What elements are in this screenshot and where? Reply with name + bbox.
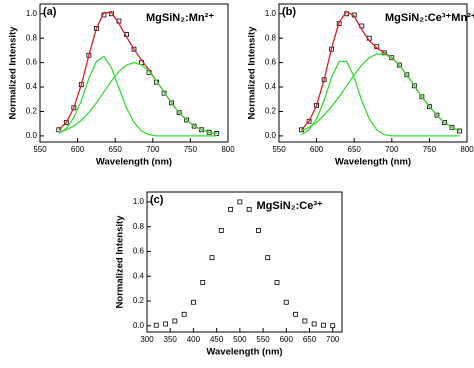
y-tick-label: 0.8 [133,222,145,231]
data-point [191,299,196,305]
x-tick-label: 800 [221,145,235,154]
y-tick-label: 0.0 [133,321,145,330]
data-point [411,83,417,89]
x-tick-label: 550 [33,145,47,154]
data-point [109,11,114,17]
plot-frame [146,191,343,333]
data-point [237,199,243,205]
data-point [274,280,280,285]
data-point [200,280,206,285]
panel-title: MgSiN₂:Ce³⁺Mn²⁺ [385,12,474,24]
x-tick-label: 300 [140,335,154,344]
y-tick-label: 0.2 [265,107,277,116]
data-point [419,94,425,100]
fit-line [58,55,217,137]
x-tick-label: 600 [310,145,324,154]
fit-line [301,60,460,137]
y-tick-label: 0.4 [265,82,277,91]
data-point [184,117,190,123]
data-point [302,318,308,324]
y-axis-label: Normalized Intensity [247,26,258,120]
y-tick-label: 0.8 [26,33,38,42]
x-tick-label: 550 [256,335,270,344]
y-tick-label: 0.6 [265,58,277,67]
y-tick-label: 1.0 [26,9,38,18]
x-axis-label: Wavelength (nm) [96,157,172,168]
data-point [449,124,455,130]
y-tick-label: 1.0 [133,197,145,206]
data-point [321,322,326,328]
data-point [330,323,336,329]
y-tick-label: 0.0 [265,131,277,140]
x-tick-label: 400 [187,335,201,344]
x-tick-label: 600 [71,145,85,154]
data-point [172,318,178,324]
fit-line [58,61,217,135]
plot-frame [39,3,229,143]
x-tick-label: 650 [303,335,317,344]
y-tick-label: 0.4 [26,82,38,91]
data-point [163,321,168,327]
data-point [306,118,312,124]
data-point [293,311,298,317]
data-point [228,206,233,212]
x-axis-label: Wavelength (nm) [335,157,411,168]
data-point [442,120,447,125]
x-tick-label: 700 [146,145,160,154]
panel-label: (c) [150,194,164,206]
y-tick-label: 0.6 [26,58,38,67]
data-point [63,120,69,125]
x-axis-label: Wavelength (nm) [206,347,282,358]
data-point [169,100,175,106]
x-tick-label: 650 [348,145,362,154]
panel-label: (b) [282,6,296,18]
data-point [311,321,317,327]
y-tick-label: 0.0 [26,131,38,140]
data-point [389,55,395,61]
data-point [265,255,271,261]
y-tick-label: 0.6 [133,247,145,256]
data-point [381,50,387,56]
panel-title: MgSiN₂:Mn²⁺ [146,12,214,24]
data-point [181,311,187,317]
data-point [153,322,159,328]
y-tick-label: 0.2 [26,107,38,116]
data-point [176,110,182,116]
x-tick-label: 500 [233,335,247,344]
y-axis-label: Normalized Intensity [8,26,19,120]
x-tick-label: 700 [326,335,340,344]
x-tick-label: 750 [423,145,437,154]
data-point [404,72,410,78]
data-point [426,104,432,109]
data-point [131,46,137,52]
x-tick-label: 350 [164,335,178,344]
fit-line [301,53,460,132]
x-tick-label: 700 [385,145,399,154]
data-point [218,228,224,233]
x-tick-label: 650 [109,145,123,154]
data-point [283,299,289,305]
x-tick-label: 550 [272,145,286,154]
plot-frame [278,3,468,143]
data-point [434,112,440,118]
x-tick-label: 600 [280,335,294,344]
data-point [246,206,252,212]
data-point [256,228,261,233]
x-tick-label: 800 [460,145,474,154]
panel-label: (a) [43,6,57,18]
panel-title: MgSiN₂:Ce³⁺ [257,200,323,212]
y-tick-label: 0.4 [133,271,145,280]
x-tick-label: 750 [184,145,198,154]
y-axis-label: Normalized Intensity [115,215,126,309]
x-tick-label: 450 [210,335,224,344]
y-tick-label: 0.8 [265,33,277,42]
data-point [396,62,402,68]
fit-line [58,11,217,135]
data-point [457,128,462,134]
y-tick-label: 1.0 [265,9,277,18]
y-tick-label: 0.2 [133,296,145,305]
data-point [209,255,215,261]
data-point [191,123,197,129]
